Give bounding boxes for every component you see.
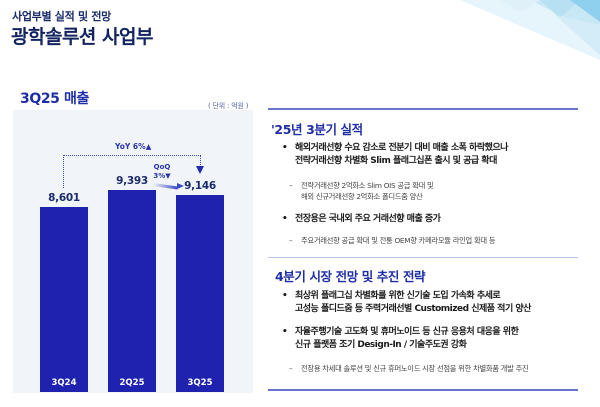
bullet-text: 고성능 폴디드줌 등 주력거래선별 Customized 신제품 적기 양산 — [295, 304, 531, 314]
sub-text: 전장용 차세대 솔루션 및 신규 휴머노이드 시장 선점을 위한 차별화품 개발… — [301, 364, 529, 373]
dash-icon: – — [289, 236, 293, 245]
qoq-label-line1: QoQ — [153, 163, 171, 171]
qoq-label-line2: 3%▼ — [153, 172, 171, 180]
divider-middle — [268, 257, 578, 258]
bullet-text: 해외거래선향 수요 감소로 전분기 대비 매출 소폭 하락했으나 — [295, 143, 508, 153]
bullet-icon: • — [282, 291, 288, 301]
dash-icon: – — [289, 364, 293, 373]
bullet-text: 전략거래선향 차별화 Slim 플래그십폰 출시 및 공급 확대 — [295, 156, 497, 166]
yoy-connector-right — [200, 155, 201, 167]
sub-text: 해외 신규거래선향 2억화소 폴디드줌 양산 — [301, 192, 423, 201]
bullet-text: 전장용은 국내외 주요 거래선향 매출 증가 — [295, 214, 441, 224]
bar-category-label: 3Q25 — [187, 378, 213, 388]
bar-3q24: 3Q24 — [40, 207, 88, 392]
bar-category-label: 2Q25 — [119, 378, 145, 388]
unit-label: ( 단위 : 억원 ) — [208, 102, 249, 110]
bullet-text: 최상위 플래그십 차별화를 위한 신기술 도입 가속화 추세로 — [295, 291, 501, 301]
chart-heading: 3Q25 매출 — [20, 91, 89, 107]
bullet-item: • 해외거래선향 수요 감소로 전분기 대비 매출 소폭 하락했으나 전략거래선… — [282, 142, 508, 168]
page-subtitle: 사업부별 실적 및 전망 — [12, 10, 111, 23]
bullet-text: 자율주행기술 고도화 및 휴머노이드 등 신규 응용처 대응을 위한 — [295, 327, 519, 337]
bar-2q25: 2Q25 — [108, 190, 156, 392]
corner-decoration — [380, 0, 600, 90]
sub-text: 주요거래선향 공급 확대 및 전통 OEM향 카메라모듈 라인업 확대 등 — [301, 236, 496, 245]
bullet-icon: • — [282, 214, 288, 224]
yoy-label: YoY 6%▲ — [115, 142, 152, 151]
sub-item: – 주요거래선향 공급 확대 및 전통 OEM향 카메라모듈 라인업 확대 등 — [289, 235, 496, 246]
qoq-arrow-head-icon — [177, 183, 184, 189]
bar-value-2q25: 9,393 — [116, 175, 148, 187]
yoy-connector-top — [63, 155, 201, 156]
page-title: 광학솔루션 사업부 — [11, 26, 153, 48]
section-title-q3-results: '25년 3분기 실적 — [271, 122, 363, 137]
bullet-icon: • — [282, 143, 288, 153]
section-title-q4-outlook: 4분기 시장 전망 및 추진 전략 — [275, 269, 426, 284]
bullet-icon: • — [282, 327, 288, 337]
qoq-label: QoQ 3%▼ — [150, 163, 174, 181]
bullet-item: • 최상위 플래그십 차별화를 위한 신기술 도입 가속화 추세로 고성능 폴디… — [282, 290, 531, 316]
sub-item: – 전략거래선향 2억화소 Slim OIS 공급 확대 및 해외 신규거래선향… — [289, 180, 434, 202]
bar-3q25: 3Q25 — [176, 195, 224, 392]
bullet-item: • 자율주행기술 고도화 및 휴머노이드 등 신규 응용처 대응을 위한 신규 … — [282, 326, 519, 352]
dash-icon: – — [289, 181, 293, 190]
yoy-connector-left — [63, 155, 64, 188]
sub-text: 전략거래선향 2억화소 Slim OIS 공급 확대 및 — [301, 181, 434, 190]
bar-value-3q24: 8,601 — [48, 192, 80, 204]
divider-top — [268, 108, 578, 110]
sub-item: – 전장용 차세대 솔루션 및 신규 휴머노이드 시장 선점을 위한 차별화품 … — [289, 363, 529, 374]
divider-bottom — [268, 389, 578, 391]
bullet-text: 신규 플랫폼 조기 Design-In / 기술주도권 강화 — [295, 340, 467, 350]
yoy-arrow-down-icon — [196, 166, 204, 174]
bullet-item: • 전장용은 국내외 주요 거래선향 매출 증가 — [282, 213, 441, 226]
bar-category-label: 3Q24 — [51, 378, 77, 388]
bar-value-3q25: 9,146 — [184, 180, 216, 192]
